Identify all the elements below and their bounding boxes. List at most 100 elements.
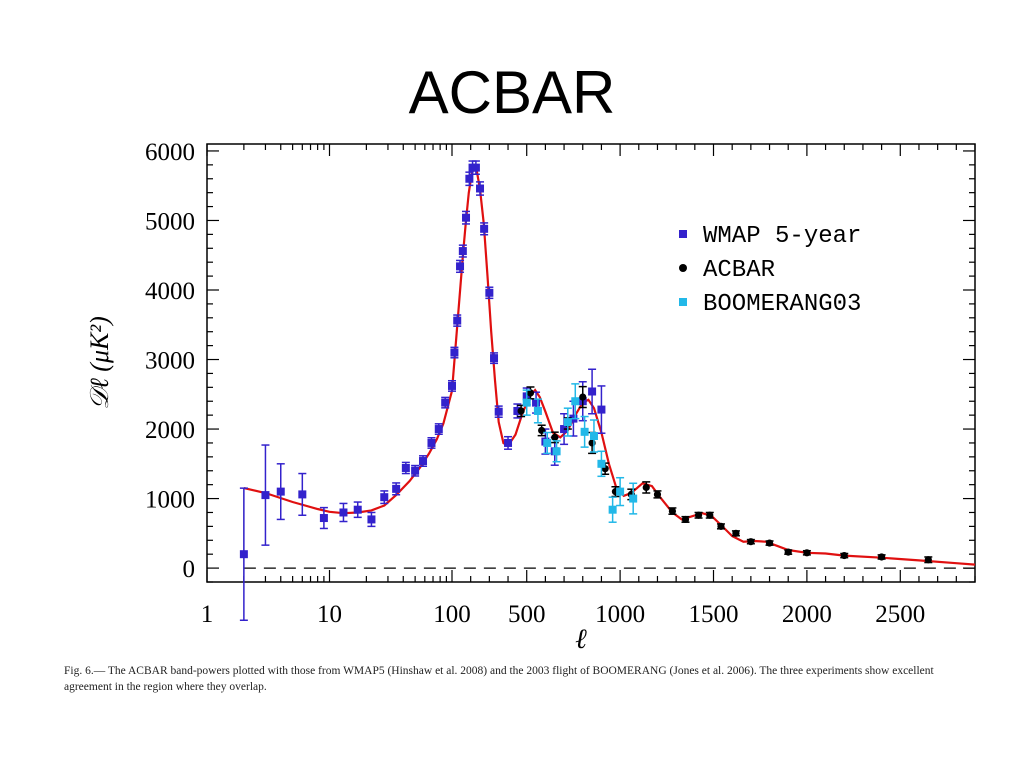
data-point bbox=[552, 447, 561, 456]
x-tick-label: 2000 bbox=[782, 601, 832, 628]
x-tick-label: 1 bbox=[201, 601, 214, 628]
data-point bbox=[924, 556, 932, 564]
data-point bbox=[261, 491, 270, 500]
data-point bbox=[471, 163, 480, 172]
data-point bbox=[490, 354, 499, 363]
y-tick-label: 6000 bbox=[145, 139, 195, 166]
data-point bbox=[668, 507, 677, 515]
data-point bbox=[298, 490, 307, 499]
legend-marker bbox=[679, 230, 687, 238]
data-point bbox=[526, 389, 535, 397]
data-point bbox=[588, 387, 597, 396]
data-point bbox=[533, 406, 542, 415]
data-point bbox=[462, 213, 471, 222]
data-point bbox=[504, 438, 513, 447]
data-point bbox=[465, 174, 474, 183]
data-point bbox=[485, 288, 494, 297]
x-tick-labels: 1 10 100 500 1000 1500 2000 2500 bbox=[201, 601, 926, 628]
data-point bbox=[608, 505, 617, 514]
data-point bbox=[339, 508, 348, 517]
data-point bbox=[747, 538, 755, 546]
data-point bbox=[458, 247, 467, 256]
series-boomerang03 bbox=[522, 383, 638, 523]
y-tick-label: 1000 bbox=[145, 487, 195, 514]
data-point bbox=[513, 406, 522, 415]
x-tick-label: 1500 bbox=[689, 601, 739, 628]
figure-caption: Fig. 6.— The ACBAR band-powers plotted w… bbox=[64, 665, 934, 693]
series-acbar bbox=[517, 385, 933, 564]
data-point bbox=[522, 398, 531, 407]
data-point bbox=[803, 549, 811, 557]
x-tick-label: 10 bbox=[317, 601, 342, 628]
data-point bbox=[681, 515, 690, 524]
data-point bbox=[706, 511, 714, 519]
x-axis-label: ℓ bbox=[575, 624, 587, 655]
data-point bbox=[276, 487, 285, 496]
data-point bbox=[589, 432, 598, 440]
data-point bbox=[543, 438, 552, 447]
data-point bbox=[353, 505, 362, 514]
data-point bbox=[642, 483, 650, 492]
y-tick-label: 4000 bbox=[145, 278, 195, 305]
data-point bbox=[401, 463, 410, 472]
data-point bbox=[419, 457, 428, 466]
data-point bbox=[629, 494, 638, 503]
slide-title: ACBAR bbox=[408, 59, 616, 126]
legend: WMAP 5-year ACBAR BOOMERANG03 bbox=[679, 223, 861, 318]
data-point bbox=[694, 511, 703, 519]
data-point bbox=[441, 398, 450, 407]
legend-label: ACBAR bbox=[703, 257, 775, 284]
data-point bbox=[392, 484, 401, 493]
power-spectrum-chart: 1 10 100 500 1000 1500 2000 2500 0 1000 2000 3000 4… bbox=[85, 139, 976, 655]
y-axis-label: 𝒟ℓ (μK²) bbox=[85, 316, 114, 410]
data-point bbox=[597, 459, 606, 468]
data-point bbox=[653, 490, 662, 498]
data-point bbox=[597, 405, 606, 414]
model-curve bbox=[243, 165, 976, 566]
data-point bbox=[453, 316, 462, 325]
y-tick-label: 0 bbox=[183, 556, 196, 583]
data-point bbox=[579, 393, 587, 401]
y-tick-labels: 0 1000 2000 3000 4000 5000 6000 bbox=[145, 139, 195, 583]
data-point bbox=[580, 427, 589, 436]
legend-marker bbox=[679, 298, 687, 306]
data-point bbox=[319, 514, 328, 523]
legend-label: WMAP 5-year bbox=[703, 223, 861, 250]
legend-label: BOOMERANG03 bbox=[703, 291, 861, 318]
data-point bbox=[717, 522, 725, 530]
legend-marker bbox=[679, 264, 687, 272]
y-tick-label: 2000 bbox=[145, 417, 195, 444]
data-point bbox=[732, 529, 740, 537]
data-point bbox=[480, 224, 489, 233]
data-point bbox=[878, 553, 886, 561]
data-point bbox=[456, 262, 465, 271]
data-point bbox=[427, 438, 436, 447]
data-point bbox=[494, 407, 503, 416]
x-tick-label: 1000 bbox=[595, 601, 645, 628]
data-point bbox=[551, 433, 559, 441]
data-point bbox=[840, 551, 848, 560]
data-point bbox=[450, 348, 459, 357]
data-point bbox=[765, 539, 774, 547]
y-tick-label: 5000 bbox=[145, 208, 195, 235]
data-point bbox=[434, 425, 443, 434]
data-point bbox=[380, 493, 389, 502]
x-tick-label: 2500 bbox=[875, 601, 925, 628]
series-wmap-5-year bbox=[239, 160, 606, 621]
data-point bbox=[616, 487, 625, 496]
data-point bbox=[784, 548, 792, 556]
data-point bbox=[571, 397, 580, 406]
data-point bbox=[367, 515, 376, 524]
y-tick-label: 3000 bbox=[145, 348, 195, 375]
data-point bbox=[532, 398, 541, 407]
plot-frame bbox=[206, 143, 976, 583]
data-point bbox=[517, 407, 525, 415]
x-tick-label: 500 bbox=[508, 601, 546, 628]
data-point bbox=[411, 466, 420, 475]
data-point bbox=[563, 418, 572, 427]
data-points bbox=[239, 160, 933, 621]
data-point bbox=[239, 550, 248, 559]
data-point bbox=[448, 381, 456, 390]
x-tick-label: 100 bbox=[433, 601, 471, 628]
data-point bbox=[476, 184, 485, 193]
